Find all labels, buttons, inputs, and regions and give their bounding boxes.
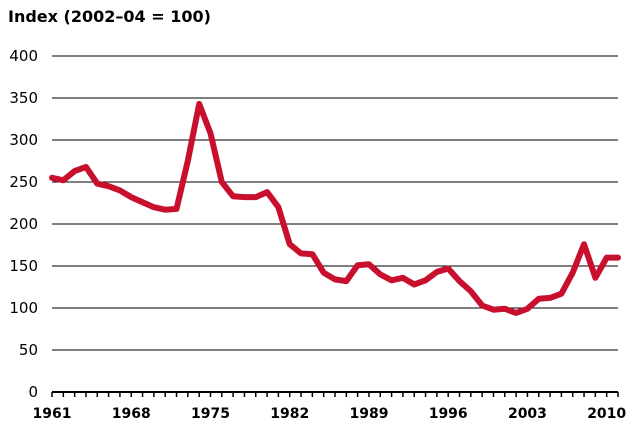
y-tick-label-200: 200 [9,215,38,233]
x-tick-labels: 1961 1968 1975 1982 1989 1996 2003 2010 [33,406,627,422]
y-tick-label-0: 0 [28,383,38,401]
gridlines [51,55,619,397]
y-tick-label-100: 100 [9,299,38,317]
x-tick-label-1982: 1982 [270,406,309,422]
y-tick-label-300: 300 [9,131,38,149]
x-tick-label-1961: 1961 [33,406,72,422]
y-tick-labels: 0 50 100 150 200 250 300 350 400 [9,47,38,401]
y-tick-label-350: 350 [9,89,38,107]
chart-title: Index (2002–04 = 100) [8,7,211,26]
y-tick-label-250: 250 [9,173,38,191]
x-tick-label-1996: 1996 [429,406,468,422]
y-tick-label-400: 400 [9,47,38,65]
y-tick-label-50: 50 [19,341,38,359]
x-tick-label-1989: 1989 [349,406,388,422]
x-tick-label-2003: 2003 [508,406,547,422]
x-tick-label-2010: 2010 [587,406,626,422]
series-lines [49,100,621,316]
x-tick-label-1968: 1968 [112,406,151,422]
series-line-1 [49,100,621,316]
x-tick-label-1975: 1975 [191,406,230,422]
y-tick-label-150: 150 [9,257,38,275]
